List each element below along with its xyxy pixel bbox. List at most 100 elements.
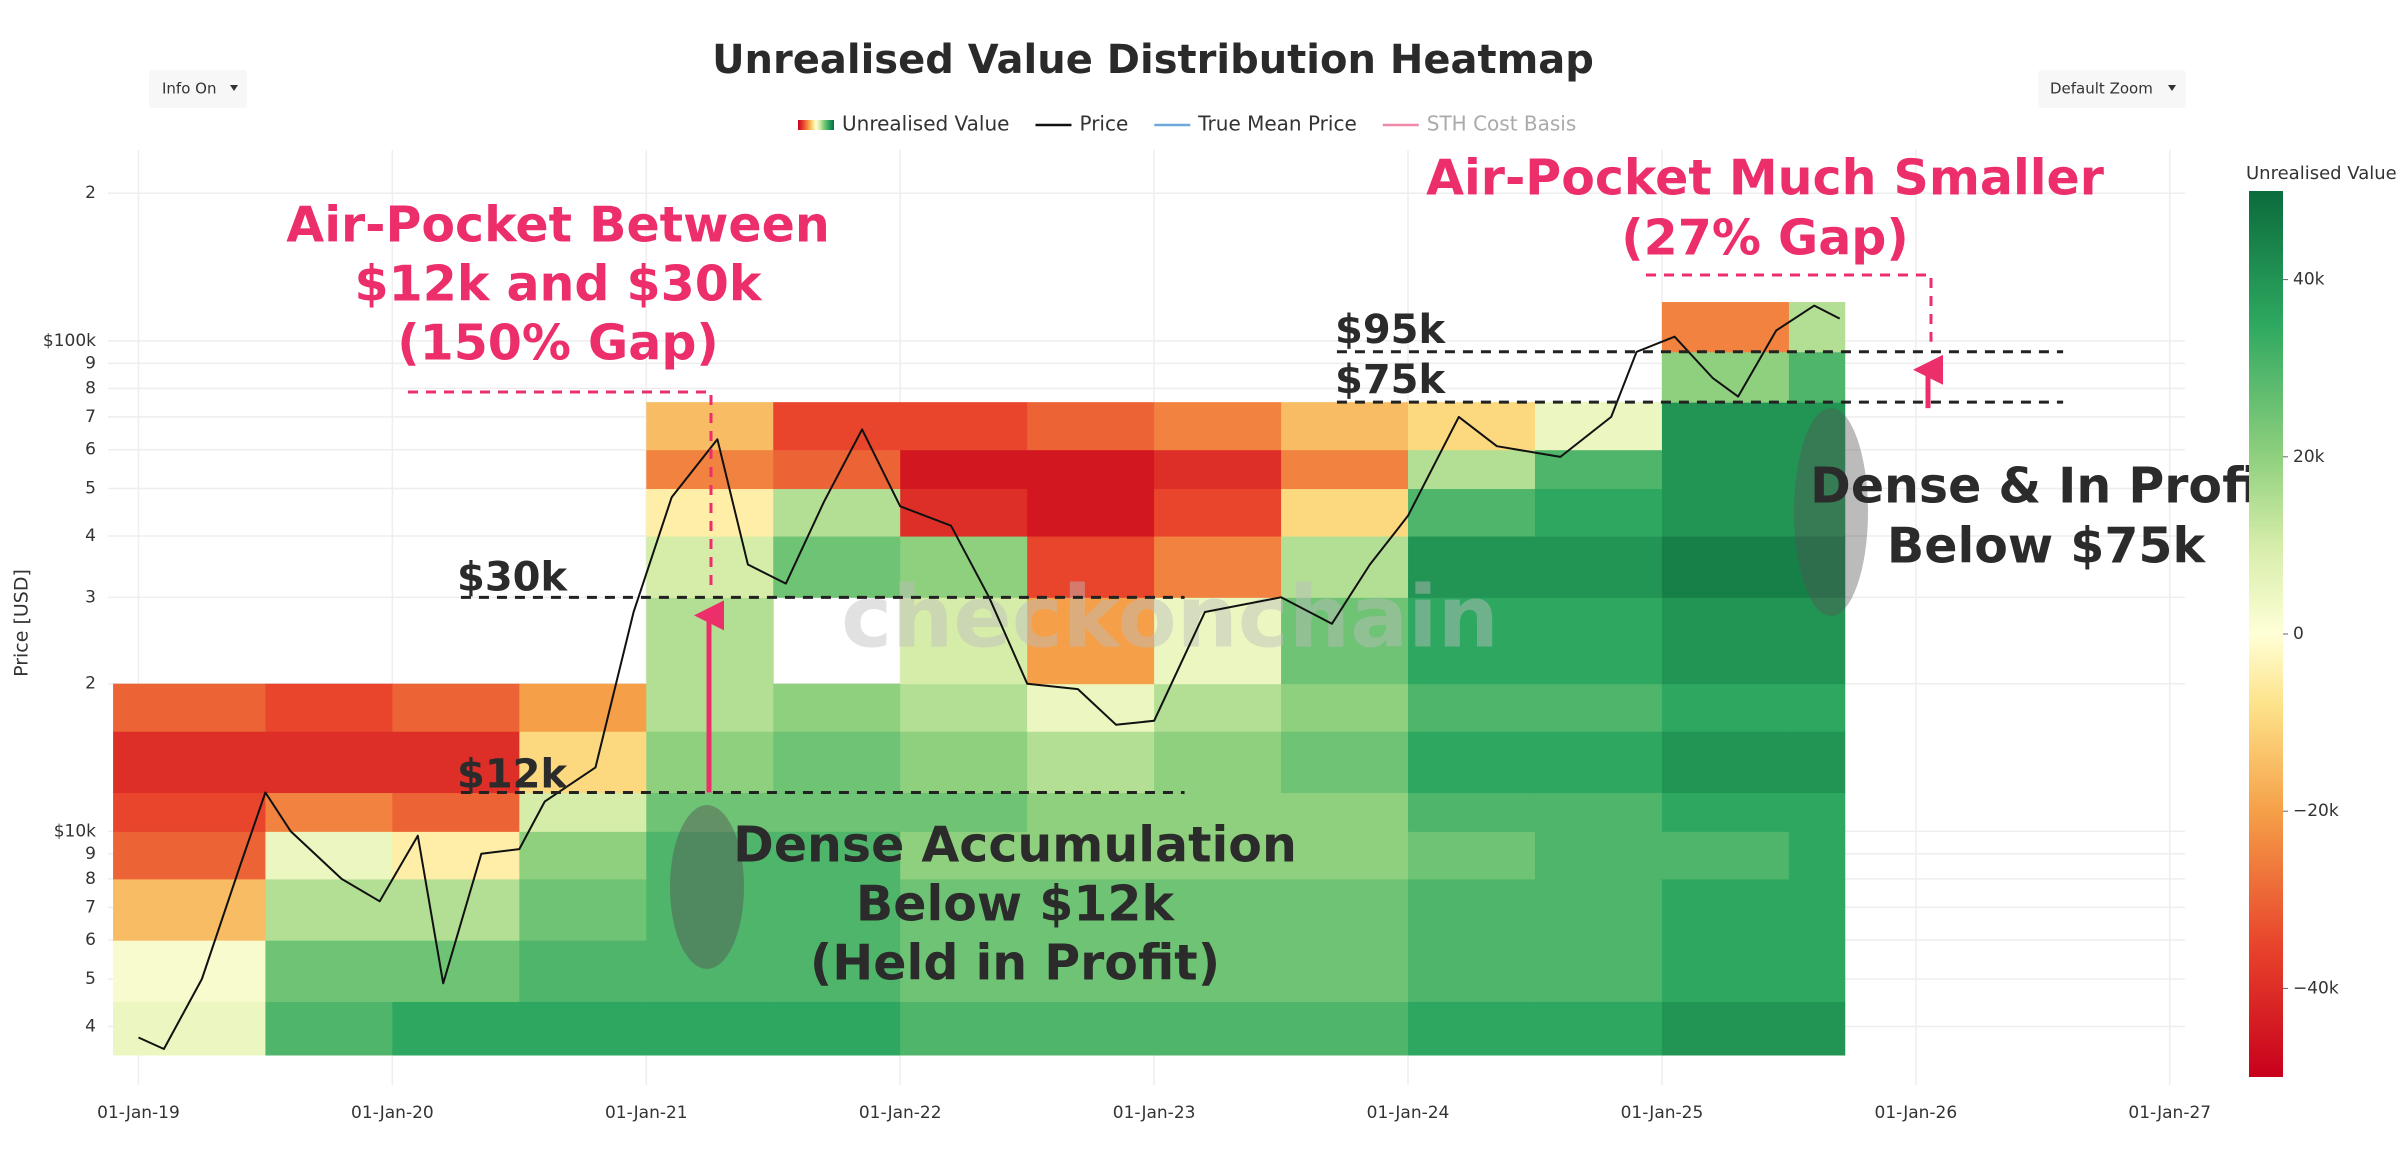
x-tick-label: 01-Jan-26 (1875, 1103, 1958, 1123)
heatmap-cell (773, 878, 901, 941)
dropdown[interactable] (149, 70, 247, 108)
heatmap-cell (773, 683, 901, 732)
colorbar-tick-label: 40k (2293, 270, 2325, 290)
heatmap-cell (646, 831, 774, 880)
dropdown-label[interactable]: Default Zoom (2050, 80, 2153, 98)
legend-label[interactable]: Unrealised Value (842, 112, 1009, 136)
heatmap-cell (1534, 792, 1663, 832)
heatmap-cell (900, 536, 1028, 598)
heatmap-cell (1661, 488, 1790, 537)
heatmap-cell (1661, 683, 1790, 732)
heatmap-cell (1534, 597, 1663, 685)
heatmap-cell (1788, 831, 1846, 880)
heatmap-cell (1408, 683, 1536, 732)
heatmap-cell (1534, 940, 1663, 1002)
heatmap-cell (1281, 536, 1409, 598)
y-tick-label: 8 (85, 378, 96, 398)
annotation: $12k and $30k (355, 256, 763, 313)
x-tick-label: 01-Jan-21 (605, 1103, 688, 1123)
heatmap-cell (1788, 402, 1846, 451)
heatmap-cell (773, 792, 901, 832)
heatmap-cell (1154, 683, 1282, 732)
heatmap-cell (1534, 683, 1663, 732)
heatmap-cell (646, 1001, 774, 1056)
y-tick-label: 4 (85, 1017, 96, 1037)
heatmap-cell (900, 878, 1028, 941)
heatmap-cell (1281, 1001, 1409, 1056)
heatmap-cell (1154, 878, 1282, 941)
reference-label: $30k (457, 554, 568, 600)
connector (408, 390, 713, 590)
heatmap-cell (1534, 831, 1663, 880)
heatmap-cell (1788, 940, 1846, 1002)
heatmap-cell (265, 1001, 393, 1056)
heatmap-cell (113, 792, 266, 832)
heatmap-cell (113, 940, 266, 1002)
controls: Info On Default Zoom (149, 70, 2186, 108)
y-tick-label: 2 (85, 183, 96, 203)
heatmap-cell (1788, 683, 1846, 732)
annotation: Dense Accumulation (733, 817, 1297, 874)
heatmap-cell (1027, 402, 1155, 451)
heatmap-cell (773, 402, 901, 451)
highlight (1794, 408, 1868, 616)
highlight (670, 805, 744, 969)
heatmap-cell (1788, 302, 1846, 353)
heatmap-cell (1788, 488, 1846, 537)
heatmap-cell (1661, 940, 1790, 1002)
heatmap-cell (1154, 536, 1282, 598)
legend-label[interactable]: Price (1079, 112, 1128, 136)
heatmap-cell (1027, 731, 1155, 794)
heatmap-cell (1281, 792, 1409, 832)
heatmap-cell (1027, 488, 1155, 537)
heatmap-cell (392, 878, 520, 941)
dropdown[interactable] (2038, 70, 2186, 108)
colorbar-tick-label: 0 (2293, 624, 2304, 644)
heatmap-cell (1788, 597, 1846, 685)
heatmap-cell (392, 683, 520, 732)
heatmap-cell (1281, 731, 1409, 794)
overlay: checkonchain $95k$75k $30k $12k Air-Pocket B… (138, 150, 2282, 1050)
heatmap-cell (1661, 1001, 1790, 1056)
y-axis-title: Price [USD] (11, 569, 33, 677)
heatmap-cell (1027, 683, 1155, 732)
y-tick-label: 2 (85, 674, 96, 694)
heatmap-cell (900, 488, 1028, 537)
heatmap-cell (1534, 488, 1663, 537)
heatmap-cell (1027, 792, 1155, 832)
dropdown-label[interactable]: Info On (162, 80, 216, 98)
heatmap-cell (900, 1001, 1028, 1056)
legend-label[interactable]: True Mean Price (1197, 112, 1356, 136)
annotation: Dense & In Profit (1810, 458, 2282, 515)
y-tick-label: 4 (85, 526, 96, 546)
price-line (138, 304, 1841, 1050)
annotation: (150% Gap) (397, 315, 719, 372)
heatmap-cell (1408, 536, 1536, 598)
heatmap-cell (1154, 831, 1282, 880)
heatmap-cell (900, 683, 1028, 732)
heatmap-cell (1408, 792, 1536, 832)
heatmap-cell (265, 683, 393, 732)
heatmap-cell (265, 940, 393, 1002)
heatmap-cell (1788, 1001, 1846, 1056)
y-tick-label: 7 (85, 897, 96, 917)
y-tick-label: 6 (85, 930, 96, 950)
heatmap-cell (646, 402, 774, 451)
heatmap-cell (1661, 731, 1790, 794)
heatmap-cell (265, 831, 393, 880)
heatmap-cell (265, 792, 393, 832)
y-tick-label: 5 (85, 969, 96, 989)
heatmap-cell (1408, 488, 1536, 537)
watermark: checkonchain (841, 567, 1499, 667)
heatmap-cell (773, 488, 901, 537)
heatmap-cell (265, 731, 393, 794)
y-tick-label: $100k (43, 331, 96, 351)
reference-label: $75k (1335, 357, 1446, 403)
heatmap-cell (265, 878, 393, 941)
heatmap-cell (392, 792, 520, 832)
x-tick-label: 01-Jan-19 (97, 1103, 180, 1123)
legend-label[interactable]: STH Cost Basis (1427, 112, 1577, 136)
heatmap-cell (1408, 731, 1536, 794)
colorbar-tick-label: −40k (2293, 978, 2339, 998)
